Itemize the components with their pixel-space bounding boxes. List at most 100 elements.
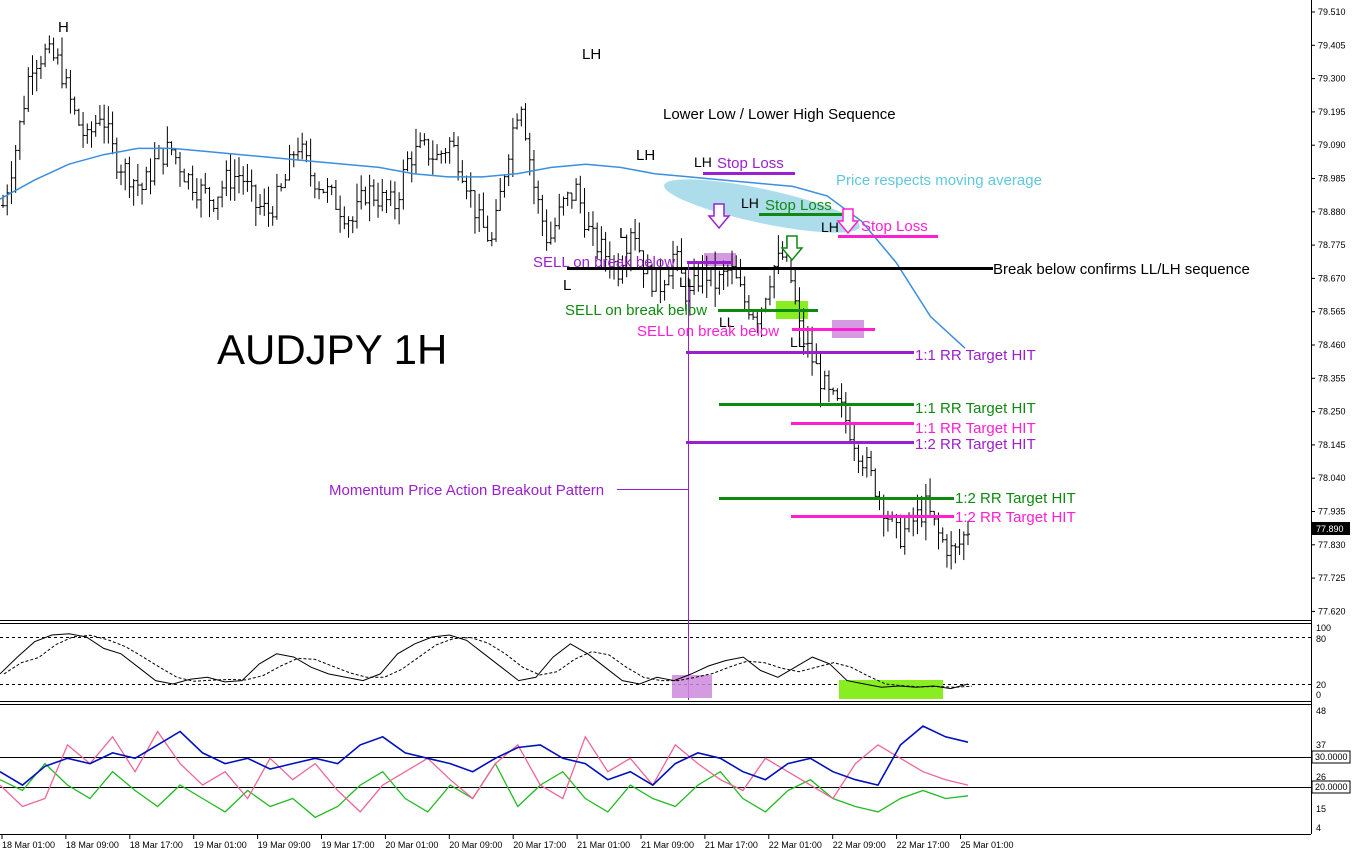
ohlc-bar	[177, 152, 182, 187]
ohlc-bar	[578, 175, 583, 214]
adx-tick-37: 37	[1316, 740, 1326, 750]
ohlc-bar	[527, 132, 532, 176]
price-tick-label: 78.775	[1318, 240, 1346, 250]
ohlc-bar	[51, 37, 56, 61]
ohlc-bar	[55, 48, 60, 65]
ohlc-bar	[831, 387, 836, 395]
ohlc-bar	[338, 195, 343, 233]
ohlc-bar	[767, 275, 772, 306]
ohlc-bar	[72, 96, 77, 115]
ohlc-bar	[523, 103, 528, 141]
ohlc-bar	[911, 507, 916, 537]
current-price-label: 77.890	[1316, 524, 1344, 534]
purple-target-2-label: 1:2 RR Target HIT	[915, 436, 1036, 453]
adx-tick-48: 48	[1316, 706, 1326, 716]
ohlc-bar	[540, 194, 545, 236]
ohlc-bar	[190, 165, 195, 201]
price-tick-label: 77.830	[1318, 540, 1346, 550]
ohlc-bar	[26, 67, 31, 112]
ohlc-bar	[472, 190, 477, 234]
price-tick-label: 78.145	[1318, 440, 1346, 450]
ohlc-bar	[85, 123, 90, 144]
ohlc-bar	[287, 144, 292, 181]
ohlc-bar	[346, 216, 351, 238]
ohlc-bar	[510, 117, 515, 178]
stoch-tick-20: 20	[1316, 680, 1326, 690]
price-bars	[1, 35, 970, 570]
ohlc-bar	[481, 192, 486, 228]
current-price-tag	[1312, 522, 1350, 535]
ohlc-bar	[350, 216, 355, 234]
ohlc-bar	[430, 140, 435, 175]
adx-level-20-label: 20.0000	[1315, 782, 1348, 792]
time-tick-label: 20 Mar 17:00	[513, 840, 566, 850]
ohlc-bar	[266, 186, 271, 227]
ohlc-bar	[304, 140, 309, 163]
ohlc-bar	[700, 255, 705, 294]
ohlc-bar	[384, 189, 389, 214]
ohlc-bar	[822, 370, 827, 390]
label-l-1: L	[619, 225, 627, 242]
ohlc-bar	[671, 240, 676, 290]
ohlc-bar	[397, 192, 402, 225]
ohlc-bar	[738, 258, 743, 287]
price-tick-label: 78.565	[1318, 307, 1346, 317]
price-tick-label: 79.405	[1318, 40, 1346, 50]
ohlc-bar	[595, 222, 600, 260]
pink-target-2-label: 1:2 RR Target HIT	[955, 509, 1076, 526]
ohlc-bar	[721, 260, 726, 291]
ohlc-bar	[443, 148, 448, 164]
ohlc-bar	[249, 169, 254, 202]
ohlc-bar	[692, 258, 697, 295]
label-lh-3: LH	[741, 195, 759, 211]
time-tick-label: 22 Mar 01:00	[769, 840, 822, 850]
ohlc-bar	[279, 183, 284, 192]
ohlc-bar	[308, 138, 313, 187]
price-tick-label: 78.355	[1318, 373, 1346, 383]
ohlc-bar	[451, 131, 456, 148]
ohlc-bar	[93, 114, 98, 137]
price-tick-label: 79.300	[1318, 74, 1346, 84]
ohlc-bar	[586, 211, 591, 232]
ohlc-bar	[877, 491, 882, 511]
ohlc-bar	[835, 388, 840, 401]
ohlc-bar	[860, 455, 865, 476]
ohlc-bar	[502, 174, 507, 198]
time-tick-label: 20 Mar 09:00	[449, 840, 502, 850]
ohlc-bar	[22, 95, 27, 125]
pink-sell-label: SELL on break below	[637, 323, 779, 340]
ohlc-bar	[494, 199, 499, 242]
ohlc-bar	[928, 478, 933, 515]
ohlc-bar	[624, 234, 629, 278]
time-tick-label: 18 Mar 09:00	[66, 840, 119, 850]
ohlc-bar	[864, 446, 869, 478]
ohlc-bar	[148, 158, 153, 195]
ohlc-bar	[637, 222, 642, 253]
ohlc-bar	[966, 520, 970, 546]
ohlc-bar	[746, 295, 751, 320]
ohlc-bar	[30, 55, 35, 95]
ohlc-bar	[325, 177, 330, 203]
ohlc-bar	[380, 179, 385, 212]
ohlc-bar	[856, 444, 861, 473]
pink-sell-arrow-icon	[836, 208, 860, 235]
ohlc-bar	[422, 133, 427, 146]
time-tick-label: 25 Mar 01:00	[961, 840, 1014, 850]
ohlc-bar	[81, 112, 86, 148]
ohlc-bar	[161, 147, 166, 175]
ohlc-bar	[203, 172, 208, 194]
ohlc-bar	[228, 153, 233, 201]
pink-stop-loss-label: Stop Loss	[861, 218, 928, 235]
ohlc-bar	[662, 279, 667, 301]
ohlc-bar	[645, 254, 650, 275]
ohlc-bar	[708, 266, 713, 287]
stoch-tick-80: 80	[1316, 634, 1326, 644]
ohlc-bar	[717, 270, 722, 295]
ohlc-bar	[342, 206, 347, 230]
ohlc-bar	[755, 311, 760, 334]
stoch-green-zone	[839, 680, 943, 699]
label-lh-1: LH	[636, 147, 655, 164]
ohlc-bar	[321, 189, 326, 194]
ohlc-bar	[536, 180, 541, 214]
price-tick-label: 78.040	[1318, 473, 1346, 483]
